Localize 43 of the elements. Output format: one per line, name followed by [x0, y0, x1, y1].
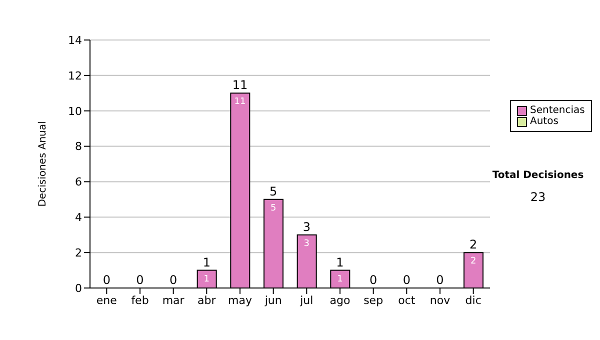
y-tick-label: 0: [75, 282, 82, 295]
total-label: 1: [202, 255, 210, 270]
x-tick-label: mar: [162, 294, 185, 307]
total-label: 0: [402, 273, 410, 287]
x-tick-label: feb: [131, 294, 149, 307]
y-tick-label: 8: [75, 140, 82, 154]
x-tick-label: jul: [299, 294, 314, 307]
y-tick-label: 14: [68, 34, 82, 47]
data-label: 5: [270, 203, 276, 214]
legend-label: Sentencias: [530, 105, 585, 116]
x-tick-label: jun: [264, 294, 282, 307]
x-tick-label: ago: [330, 294, 350, 307]
data-label: 1: [337, 274, 343, 284]
y-tick-label: 2: [75, 246, 82, 260]
text: 23: [529, 190, 547, 204]
y-axis-title: Decisiones Anual: [38, 121, 49, 207]
x-tick-label: nov: [430, 294, 451, 307]
x-tick-label: dic: [465, 294, 482, 307]
x-tick-label: sep: [364, 294, 384, 307]
y-tick-label: 12: [68, 69, 82, 82]
data-label: 1: [204, 274, 210, 284]
y-tick-label: 10: [68, 104, 82, 118]
total-label: 3: [302, 220, 310, 234]
text: Total Decisiones: [491, 170, 585, 181]
data-label: 11: [234, 97, 246, 108]
total-label: 0: [102, 273, 110, 287]
x-tick-label: abr: [198, 294, 216, 307]
total-label: 0: [136, 273, 144, 287]
x-tick-label: ene: [96, 294, 118, 307]
x-tick-label: oct: [398, 294, 416, 307]
legend-label: Autos: [530, 116, 558, 127]
total-label: 0: [436, 273, 444, 287]
data-label: 3: [304, 238, 310, 249]
total-label: 11: [232, 78, 248, 92]
y-tick-label: 6: [75, 176, 82, 189]
y-tick-label: 4: [75, 211, 82, 224]
data-label: 2: [470, 256, 476, 267]
total-label: 0: [170, 273, 178, 287]
x-tick-label: may: [228, 294, 252, 307]
total-label: 0: [370, 273, 378, 287]
total-label: 2: [470, 238, 478, 252]
total-label: 1: [336, 255, 344, 270]
total-label: 5: [270, 184, 278, 198]
